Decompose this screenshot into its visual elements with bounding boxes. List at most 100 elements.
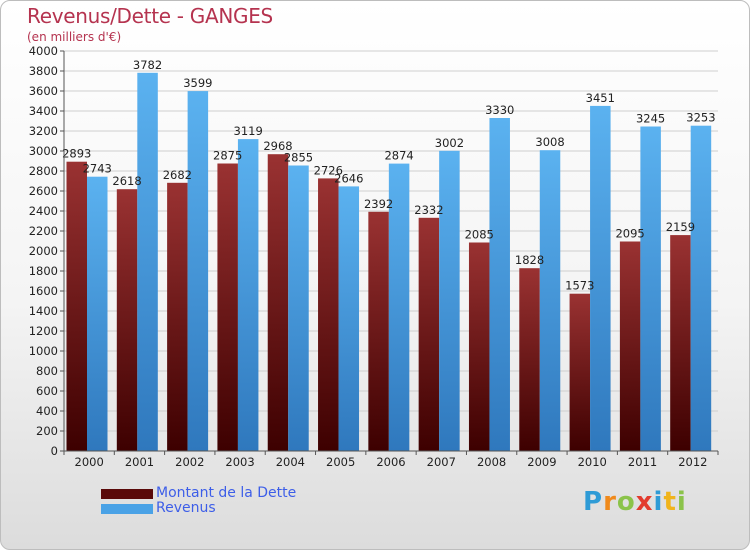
bar-dette [116,189,138,451]
data-label-dette: 2618 [112,174,141,188]
data-label-revenus: 3330 [485,103,514,117]
y-tick-label: 1000 [29,344,58,358]
y-tick-label: 200 [36,424,58,438]
x-tick-label: 2009 [527,455,556,469]
bar-revenus [187,91,209,451]
data-label-dette: 2392 [364,197,393,211]
data-label-revenus: 2855 [284,151,313,165]
x-tick-label: 2006 [376,455,405,469]
y-tick-label: 3800 [29,64,58,78]
y-tick-label: 1200 [29,324,58,338]
bar-dette [318,178,339,451]
y-tick-label: 2400 [29,204,58,218]
legend-swatch-revenus [101,504,153,514]
data-label-revenus: 2646 [334,171,363,185]
y-tick-label: 800 [36,364,58,378]
logo-letter: r [603,487,617,517]
x-tick-label: 2003 [225,455,254,469]
x-tick-label: 2010 [578,455,607,469]
y-tick-label: 3400 [29,104,58,118]
data-label-dette: 2085 [465,228,494,242]
data-label-dette: 2875 [213,149,242,163]
legend-swatch-dette [101,489,153,499]
axes-layer: 0 200 400 600 800 1000 1200 1400 1600 1800 2000 220… [29,44,719,469]
chart-title: Revenus/Dette - GANGES [27,4,273,28]
data-label-revenus: 2874 [384,149,413,163]
y-tick-label: 400 [36,404,58,418]
data-label-dette: 2159 [666,220,695,234]
bar-revenus [338,186,360,451]
bars-layer [66,72,712,452]
bar-dette [267,154,289,451]
data-label-dette: 2682 [163,168,192,182]
data-label-revenus: 3002 [435,136,464,150]
data-label-revenus: 3119 [234,124,263,138]
logo-letter: t [663,487,677,517]
y-tick-label: 0 [51,444,58,458]
x-tick-label: 2011 [628,455,657,469]
logo-letter: i [653,487,664,517]
data-label-dette: 2095 [615,227,644,241]
bar-dette [519,268,540,451]
legend-label-revenus: Revenus [156,500,216,516]
data-label-revenus: 3253 [686,111,715,125]
y-tick-label: 2800 [29,164,58,178]
data-label-dette: 1828 [515,253,544,267]
data-label-dette: 2726 [314,163,343,177]
bar-revenus [690,125,712,451]
legend-label-dette: Montant de la Dette [156,485,297,501]
bar-dette [468,242,490,451]
logo-letter: o [616,487,636,517]
y-tick-label: 1800 [29,264,58,278]
bar-revenus [137,72,158,452]
bar-dette [418,217,440,451]
bar-revenus [388,163,410,451]
bar-revenus [439,150,460,452]
y-tick-label: 2000 [29,244,58,258]
x-tick-label: 2007 [427,455,456,469]
x-tick-label: 2012 [678,455,707,469]
data-label-dette: 2968 [263,139,292,153]
x-tick-label: 2004 [276,455,305,469]
data-label-revenus: 3599 [183,76,212,90]
bar-dette [670,235,691,451]
data-label-dette: 1573 [565,279,594,293]
y-tick-label: 3000 [29,144,58,158]
data-label-revenus: 3782 [133,58,162,72]
logo-letter: P [583,487,604,517]
bar-revenus [590,105,611,452]
bar-dette [167,182,188,452]
x-tick-label: 2008 [477,455,506,469]
chart-subtitle: (en milliers d'€) [27,30,122,44]
bar-dette [619,241,641,451]
y-tick-label: 2600 [29,184,58,198]
bar-revenus [489,118,510,451]
y-tick-label: 1400 [29,304,58,318]
bar-revenus [288,165,309,451]
y-tick-label: 2200 [29,224,58,238]
x-tick-label: 2002 [175,455,204,469]
logo-letter: i [676,487,687,517]
logo-letter: x [635,487,654,517]
data-label-revenus: 2743 [83,162,112,176]
y-tick-label: 3200 [29,124,58,138]
bar-dette [569,293,591,451]
bar-dette [217,163,238,451]
x-tick-label: 2000 [75,455,104,469]
bar-dette [66,161,87,451]
y-tick-label: 600 [36,384,58,398]
bar-revenus [640,126,661,451]
bar-revenus [539,150,561,451]
bar-revenus [87,176,108,451]
data-label-revenus: 3245 [636,112,665,126]
bar-revenus [237,139,259,451]
bar-dette [368,211,389,451]
y-tick-label: 1600 [29,284,58,298]
y-tick-label: 4000 [29,44,58,58]
proxiti-logo: Proxiti [583,487,687,517]
data-label-dette: 2332 [414,203,443,217]
x-tick-label: 2005 [326,455,355,469]
